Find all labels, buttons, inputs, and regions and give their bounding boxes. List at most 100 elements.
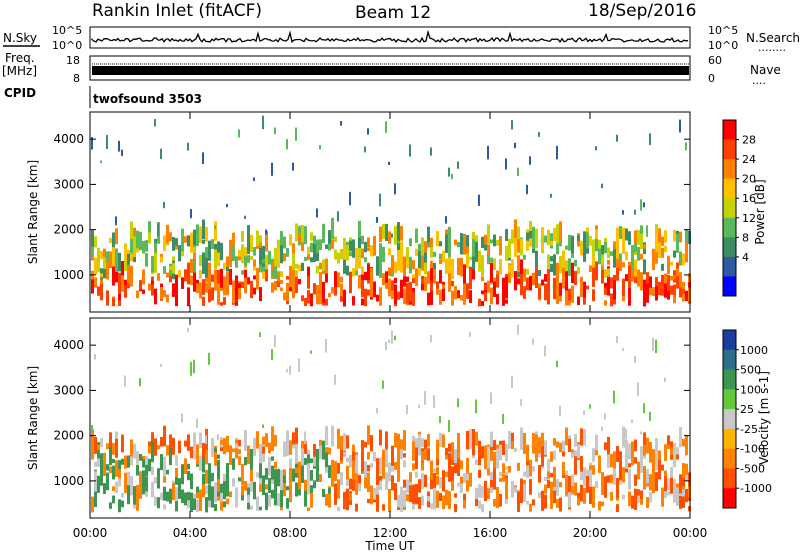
power-heatmap-cell — [211, 274, 214, 282]
vel-heatmap-cell — [295, 427, 298, 449]
power-heatmap-cell — [553, 227, 556, 242]
vel-heatmap-cell — [478, 484, 481, 498]
power-heatmap-cell — [250, 280, 253, 299]
power-heatmap-cell — [379, 193, 381, 207]
vel-heatmap-cell — [271, 465, 274, 480]
vel-heatmap-cell — [310, 470, 313, 481]
vel-heatmap-cell — [667, 480, 670, 490]
vel-heatmap-cell — [160, 436, 163, 447]
power-heatmap-cell — [91, 279, 94, 294]
vel-heatmap-cell — [418, 404, 420, 409]
power-heatmap-cell — [550, 240, 553, 246]
vel-heatmap-cell — [661, 464, 664, 471]
power-heatmap-cell — [130, 265, 133, 287]
power-heatmap-cell — [658, 228, 661, 243]
vel-heatmap-cell — [232, 478, 235, 487]
vel-heatmap-cell — [685, 488, 688, 503]
vel-heatmap-cell — [289, 467, 292, 484]
vel-heatmap-cell — [391, 330, 393, 344]
vel-heatmap-cell — [121, 435, 124, 453]
power-heatmap-cell — [250, 256, 253, 260]
power-heatmap-cell — [286, 139, 288, 150]
vel-heatmap-cell — [94, 354, 96, 360]
vel-heatmap-cell — [142, 473, 145, 495]
power-heatmap-cell — [259, 263, 262, 273]
vel-heatmap-cell — [259, 332, 261, 337]
power-heatmap-cell — [535, 228, 538, 249]
power-heatmap-cell — [562, 258, 565, 275]
vel-heatmap-cell — [361, 458, 364, 472]
power-heatmap-cell — [511, 259, 514, 278]
power-heatmap-cell — [154, 288, 157, 305]
power-heatmap-cell — [91, 137, 93, 150]
power-heatmap-cell — [346, 244, 349, 261]
vel-heatmap-cell — [211, 437, 214, 458]
vel-heatmap-cell — [604, 442, 607, 451]
vel-heatmap-cell — [499, 444, 502, 457]
power-heatmap-cell — [94, 277, 97, 288]
power-heatmap-cell — [571, 293, 574, 303]
power-heatmap-cell — [349, 191, 351, 206]
vel-heatmap-cell — [397, 495, 400, 508]
vel-heatmap-cell — [160, 492, 163, 501]
power-ytick-label-3: 4000 — [53, 132, 84, 146]
power-heatmap-cell — [670, 261, 673, 266]
vel-heatmap-cell — [370, 435, 373, 452]
vel-heatmap-cell — [610, 491, 613, 501]
vel-colorbar-segment-2 — [723, 369, 736, 390]
vel-heatmap-cell — [589, 404, 591, 409]
power-heatmap-cell — [193, 244, 196, 264]
power-heatmap-cell — [577, 296, 580, 306]
power-heatmap-cell — [547, 268, 550, 282]
vel-ytick-label-1: 2000 — [53, 429, 84, 443]
vel-heatmap-cell — [481, 486, 484, 498]
vel-heatmap-cell — [616, 336, 618, 344]
vel-heatmap-cell — [673, 442, 676, 448]
power-heatmap-cell — [475, 241, 478, 260]
power-heatmap-cell — [328, 241, 331, 251]
power-heatmap-cell — [328, 293, 331, 298]
vel-heatmap-cell — [490, 450, 493, 461]
vel-heatmap-cell — [238, 449, 241, 455]
nsky-label: N.Sky — [3, 31, 37, 45]
power-heatmap-cell — [262, 258, 265, 264]
power-heatmap-cell — [604, 282, 607, 288]
vel-heatmap-cell — [628, 491, 631, 507]
vel-heatmap-cell — [367, 498, 370, 504]
vel-heatmap-cell — [487, 446, 490, 462]
power-heatmap-cell — [115, 248, 118, 261]
vel-heatmap-cell — [346, 435, 349, 449]
power-heatmap-cell — [361, 280, 364, 298]
vel-heatmap-cell — [409, 472, 412, 482]
vel-heatmap-cell — [493, 451, 496, 460]
vel-heatmap-cell — [580, 484, 583, 502]
power-heatmap-cell — [403, 288, 406, 305]
vel-heatmap-cell — [217, 454, 220, 459]
vel-colorbar-segment-7 — [723, 468, 736, 489]
vel-heatmap-cell — [328, 447, 331, 455]
power-heatmap-cell — [364, 257, 367, 263]
vel-heatmap-cell — [682, 438, 685, 447]
vel-heatmap-cell — [553, 466, 556, 489]
vel-heatmap-cell — [94, 436, 97, 454]
vel-heatmap-cell — [580, 472, 583, 481]
vel-heatmap-cell — [97, 475, 100, 493]
vel-heatmap-cell — [208, 352, 210, 365]
power-heatmap-cell — [133, 253, 136, 263]
power-heatmap-cell — [394, 225, 397, 245]
power-heatmap-cell — [214, 221, 217, 241]
power-heatmap-cell — [541, 235, 544, 254]
vel-heatmap-cell — [130, 439, 133, 457]
vel-heatmap-cell — [352, 460, 355, 480]
power-heatmap-cell — [280, 279, 283, 285]
vel-heatmap-cell — [379, 429, 382, 446]
nsky-panel: N.Sky 10^5 10^0 N.Search 10^5 10^0 .....… — [3, 24, 800, 54]
vel-heatmap-cell — [196, 486, 199, 499]
power-heatmap-cell — [598, 248, 601, 265]
vel-heatmap-cell — [565, 427, 568, 446]
power-heatmap-cell — [358, 257, 361, 269]
vel-heatmap-cell — [157, 468, 160, 489]
power-heatmap-cell — [457, 241, 460, 248]
vel-heatmap-cell — [385, 449, 388, 467]
vel-heatmap-cell — [292, 444, 295, 449]
